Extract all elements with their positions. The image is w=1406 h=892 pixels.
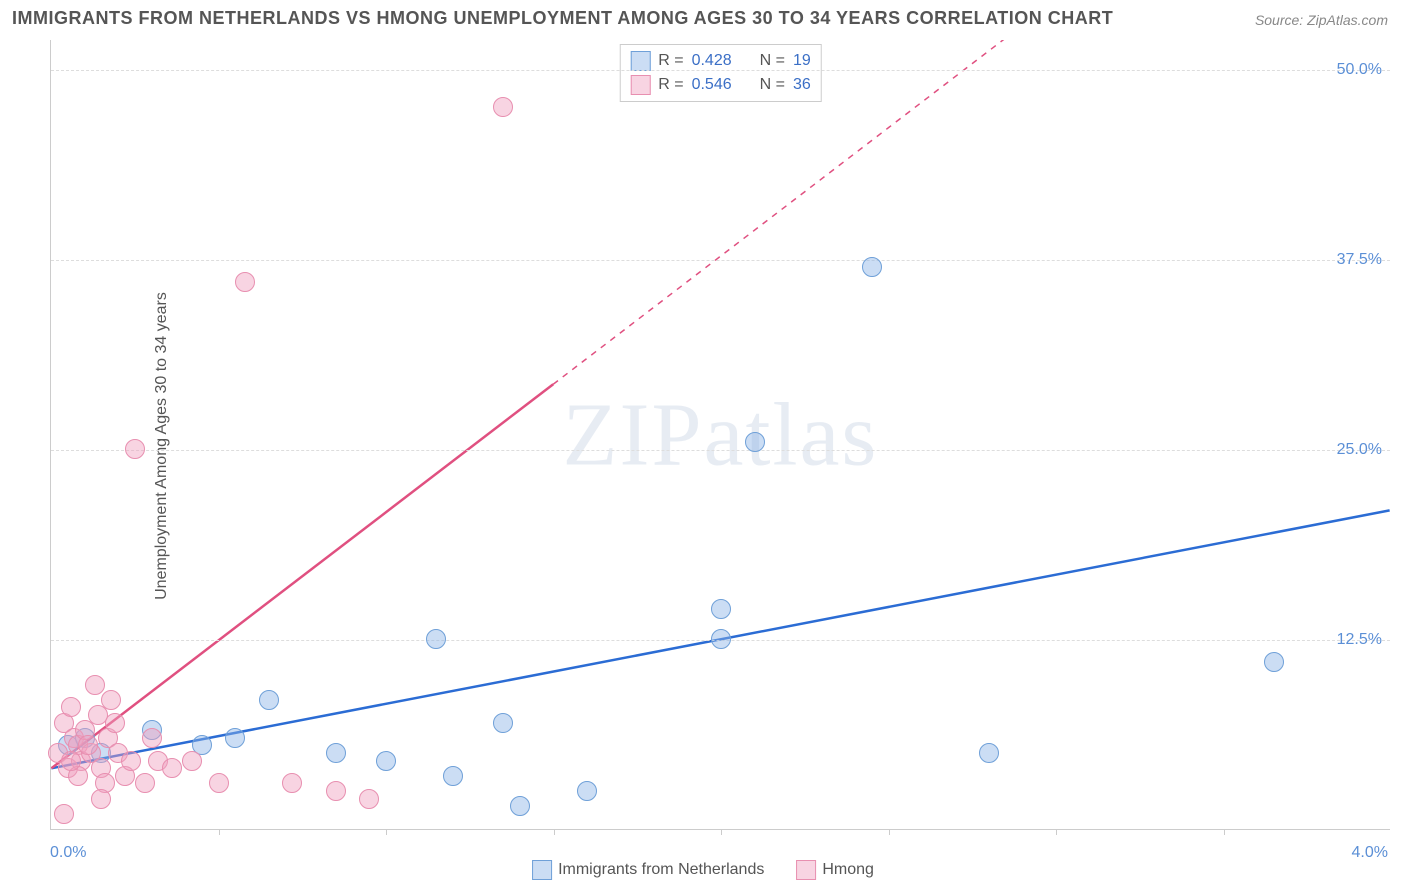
x-axis-max-label: 4.0% — [1352, 844, 1388, 862]
source-attribution: Source: ZipAtlas.com — [1255, 12, 1388, 28]
x-tick — [721, 829, 722, 835]
legend-swatch — [630, 75, 650, 95]
gridline — [51, 260, 1390, 261]
n-value: 36 — [793, 73, 811, 97]
data-point — [121, 751, 141, 771]
correlation-chart: IMMIGRANTS FROM NETHERLANDS VS HMONG UNE… — [0, 0, 1406, 892]
data-point — [493, 97, 513, 117]
legend-series-label: Hmong — [822, 861, 874, 878]
x-tick — [554, 829, 555, 835]
data-point — [259, 690, 279, 710]
data-point — [745, 432, 765, 452]
data-point — [225, 728, 245, 748]
data-point — [135, 773, 155, 793]
x-tick — [889, 829, 890, 835]
legend-series-item: Hmong — [796, 860, 874, 880]
data-point — [91, 789, 111, 809]
data-point — [493, 713, 513, 733]
gridline — [51, 450, 1390, 451]
legend-series: Immigrants from Netherlands Hmong — [532, 860, 874, 880]
data-point — [862, 257, 882, 277]
legend-swatch — [630, 51, 650, 71]
n-label: N = — [760, 73, 785, 97]
data-point — [376, 751, 396, 771]
data-point — [61, 697, 81, 717]
data-point — [101, 690, 121, 710]
gridline — [51, 70, 1390, 71]
legend-statistics: R =0.428N =19R =0.546N =36 — [619, 44, 822, 102]
data-point — [125, 439, 145, 459]
x-axis-origin-label: 0.0% — [50, 844, 86, 862]
y-tick-label: 37.5% — [1337, 251, 1382, 269]
data-point — [326, 743, 346, 763]
data-point — [577, 781, 597, 801]
trend-lines-svg — [51, 40, 1390, 829]
legend-series-item: Immigrants from Netherlands — [532, 860, 764, 880]
legend-swatch — [796, 860, 816, 880]
r-value: 0.546 — [692, 73, 732, 97]
watermark-text: ZIPatlas — [563, 383, 879, 486]
data-point — [326, 781, 346, 801]
data-point — [510, 796, 530, 816]
data-point — [979, 743, 999, 763]
data-point — [85, 675, 105, 695]
legend-series-label: Immigrants from Netherlands — [558, 861, 764, 878]
y-tick-label: 25.0% — [1337, 441, 1382, 459]
data-point — [54, 804, 74, 824]
data-point — [235, 272, 255, 292]
plot-area: ZIPatlas R =0.428N =19R =0.546N =36 12.5… — [50, 40, 1390, 830]
data-point — [105, 713, 125, 733]
watermark-zip: ZIP — [563, 385, 704, 484]
chart-title: IMMIGRANTS FROM NETHERLANDS VS HMONG UNE… — [12, 8, 1113, 29]
data-point — [711, 599, 731, 619]
data-point — [162, 758, 182, 778]
data-point — [182, 751, 202, 771]
data-point — [142, 728, 162, 748]
data-point — [209, 773, 229, 793]
data-point — [78, 735, 98, 755]
data-point — [1264, 652, 1284, 672]
data-point — [711, 629, 731, 649]
legend-swatch — [532, 860, 552, 880]
data-point — [359, 789, 379, 809]
x-tick — [219, 829, 220, 835]
r-label: R = — [658, 73, 683, 97]
y-tick-label: 12.5% — [1337, 631, 1382, 649]
watermark-atlas: atlas — [704, 385, 879, 484]
x-tick — [1224, 829, 1225, 835]
x-tick — [386, 829, 387, 835]
y-tick-label: 50.0% — [1337, 61, 1382, 79]
data-point — [443, 766, 463, 786]
x-tick — [1056, 829, 1057, 835]
legend-stat-row: R = 0.546 N = 36 — [630, 73, 811, 97]
data-point — [61, 751, 81, 771]
data-point — [426, 629, 446, 649]
data-point — [282, 773, 302, 793]
